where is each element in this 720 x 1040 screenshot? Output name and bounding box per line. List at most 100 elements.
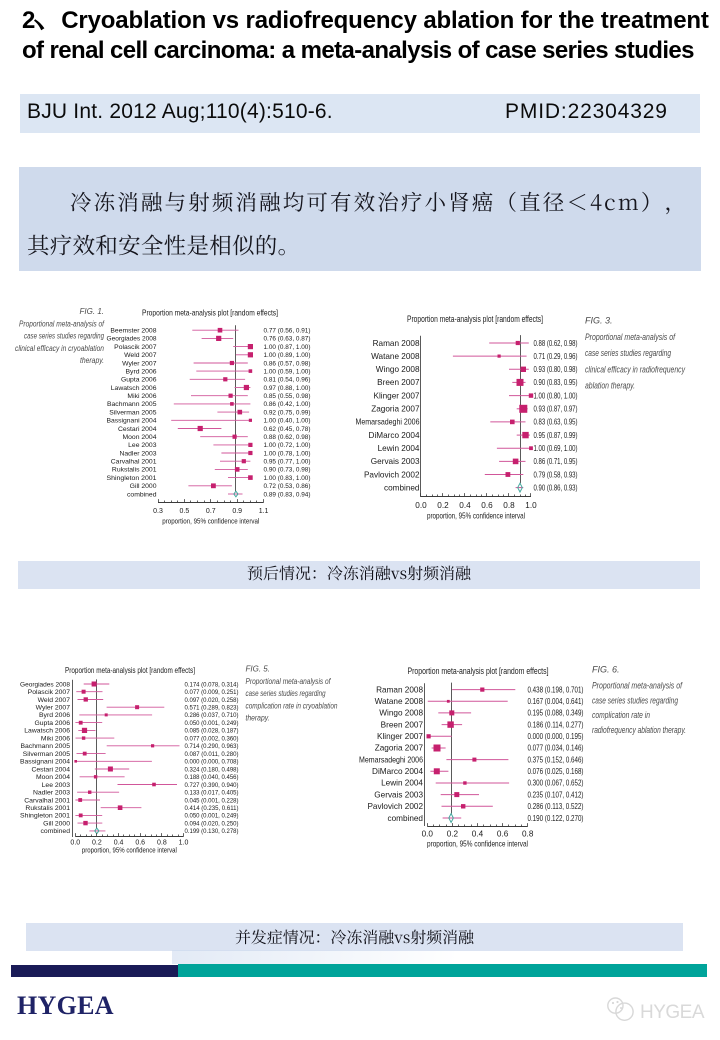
svg-text:0.190 (0.122, 0.270): 0.190 (0.122, 0.270): [528, 814, 584, 823]
svg-text:Shingleton 2001: Shingleton 2001: [20, 813, 70, 820]
svg-text:0.050 (0.001, 0.249): 0.050 (0.001, 0.249): [185, 720, 239, 727]
svg-text:0.86 (0.71, 0.95): 0.86 (0.71, 0.95): [534, 457, 578, 466]
svg-text:0.286 (0.037, 0.710): 0.286 (0.037, 0.710): [185, 712, 239, 719]
svg-text:Moon 2004: Moon 2004: [36, 774, 70, 781]
svg-text:0.4: 0.4: [472, 829, 484, 838]
svg-text:Gupta 2006: Gupta 2006: [121, 377, 157, 384]
svg-text:therapy.: therapy.: [246, 714, 270, 723]
svg-text:Wingo 2008: Wingo 2008: [376, 365, 420, 374]
svg-text:0.90 (0.86, 0.93): 0.90 (0.86, 0.93): [534, 483, 578, 492]
svg-text:0.438 (0.198, 0.701): 0.438 (0.198, 0.701): [528, 685, 584, 694]
svg-text:1.0: 1.0: [525, 501, 537, 510]
svg-text:Lewin 2004: Lewin 2004: [381, 779, 423, 788]
svg-text:0.000 (0.000, 0.195): 0.000 (0.000, 0.195): [528, 732, 584, 741]
svg-text:0.235 (0.107, 0.412): 0.235 (0.107, 0.412): [528, 790, 584, 799]
svg-text:Miki 2006: Miki 2006: [127, 393, 156, 400]
svg-text:1.00 (0.80, 1.00): 1.00 (0.80, 1.00): [534, 391, 578, 400]
svg-text:0.2: 0.2: [447, 829, 459, 838]
svg-text:Bachmann 2005: Bachmann 2005: [20, 743, 70, 750]
svg-text:0.2: 0.2: [437, 501, 449, 510]
svg-text:0.97 (0.88, 1.00): 0.97 (0.88, 1.00): [264, 385, 311, 392]
svg-text:0.93 (0.87, 0.97): 0.93 (0.87, 0.97): [534, 405, 578, 414]
svg-text:proportion, 95% confidence int: proportion, 95% confidence interval: [427, 840, 528, 849]
svg-text:0.85 (0.55, 0.98): 0.85 (0.55, 0.98): [264, 393, 311, 400]
svg-text:Georgiades 2008: Georgiades 2008: [20, 681, 70, 688]
svg-text:0.085 (0.028, 0.187): 0.085 (0.028, 0.187): [185, 728, 239, 735]
svg-text:Pavlovich 2002: Pavlovich 2002: [367, 802, 423, 811]
svg-text:case series studies regarding: case series studies regarding: [246, 689, 326, 698]
svg-text:Miki 2006: Miki 2006: [41, 735, 70, 742]
svg-text:case series studies regarding: case series studies regarding: [585, 348, 671, 358]
svg-text:complication rate in cryoablat: complication rate in cryoablation: [246, 701, 338, 710]
svg-text:Georgiades 2008: Georgiades 2008: [107, 336, 157, 343]
svg-text:Gill 2000: Gill 2000: [43, 821, 70, 828]
svg-text:0.000 (0.000, 0.708): 0.000 (0.000, 0.708): [185, 759, 239, 766]
svg-text:Wyler 2007: Wyler 2007: [122, 360, 157, 367]
svg-text:0.8: 0.8: [522, 829, 534, 838]
svg-text:0.727 (0.390, 0.940): 0.727 (0.390, 0.940): [185, 782, 239, 789]
svg-text:0.077 (0.002, 0.360): 0.077 (0.002, 0.360): [185, 735, 239, 742]
svg-text:0.094 (0.020, 0.250): 0.094 (0.020, 0.250): [185, 821, 239, 828]
svg-text:1.00 (0.89, 1.00): 1.00 (0.89, 1.00): [264, 352, 311, 359]
svg-text:Byrd 2006: Byrd 2006: [39, 712, 70, 719]
svg-text:Cestari 2004: Cestari 2004: [31, 766, 70, 773]
svg-text:Proportional meta-analysis of: Proportional meta-analysis of: [592, 681, 683, 691]
svg-text:Gervais 2003: Gervais 2003: [371, 457, 420, 466]
svg-text:therapy.: therapy.: [80, 356, 104, 365]
svg-text:Wyler 2007: Wyler 2007: [36, 705, 71, 712]
svg-text:0.89 (0.83, 0.94): 0.89 (0.83, 0.94): [264, 491, 311, 498]
svg-text:Proportion meta-analysis plot: Proportion meta-analysis plot [random ef…: [65, 665, 195, 675]
svg-text:0.4: 0.4: [459, 501, 471, 510]
svg-text:0.83 (0.63, 0.95): 0.83 (0.63, 0.95): [534, 418, 578, 427]
svg-text:Bassignani 2004: Bassignani 2004: [20, 759, 70, 766]
svg-text:FIG. 1.: FIG. 1.: [80, 307, 104, 316]
svg-text:Lawatsch 2006: Lawatsch 2006: [24, 728, 70, 735]
svg-text:0.7: 0.7: [206, 508, 216, 515]
svg-text:Zagoria 2007: Zagoria 2007: [371, 405, 420, 414]
svg-text:0.714 (0.290, 0.963): 0.714 (0.290, 0.963): [185, 743, 239, 750]
svg-text:0.2: 0.2: [92, 840, 102, 847]
svg-text:Proportion meta-analysis plot: Proportion meta-analysis plot [random ef…: [142, 308, 278, 318]
svg-text:0.300 (0.067, 0.652): 0.300 (0.067, 0.652): [528, 779, 584, 788]
svg-text:0.88 (0.62, 0.98): 0.88 (0.62, 0.98): [264, 434, 311, 441]
svg-text:Wingo 2008: Wingo 2008: [379, 709, 423, 718]
svg-text:0.76 (0.63, 0.87): 0.76 (0.63, 0.87): [264, 336, 311, 343]
svg-text:Nadler 2003: Nadler 2003: [33, 790, 70, 797]
svg-text:0.3: 0.3: [153, 508, 163, 515]
svg-text:Lee 2003: Lee 2003: [42, 782, 71, 789]
svg-text:Gill 2000: Gill 2000: [130, 483, 157, 490]
svg-text:0.9: 0.9: [232, 508, 242, 515]
svg-text:1.00 (0.78, 1.00): 1.00 (0.78, 1.00): [264, 450, 311, 457]
svg-text:Proportional meta-analysis of: Proportional meta-analysis of: [19, 320, 105, 329]
svg-text:0.076 (0.025, 0.168): 0.076 (0.025, 0.168): [528, 767, 584, 776]
svg-text:Weld 2007: Weld 2007: [124, 352, 157, 359]
svg-text:0.72 (0.53, 0.86): 0.72 (0.53, 0.86): [264, 483, 311, 490]
svg-text:Lewin 2004: Lewin 2004: [378, 444, 420, 453]
svg-text:Klinger 2007: Klinger 2007: [377, 732, 423, 741]
svg-text:0.79 (0.58, 0.93): 0.79 (0.58, 0.93): [534, 470, 578, 479]
svg-text:combined: combined: [384, 483, 420, 492]
svg-text:Memarsadeghi 2006: Memarsadeghi 2006: [359, 755, 423, 764]
svg-text:0.174 (0.078, 0.314): 0.174 (0.078, 0.314): [185, 681, 239, 688]
svg-text:0.097 (0.020, 0.258): 0.097 (0.020, 0.258): [185, 697, 239, 704]
svg-text:radiofrequency ablation therap: radiofrequency ablation therapy.: [592, 725, 686, 735]
svg-text:Silverman 2005: Silverman 2005: [23, 751, 70, 758]
svg-text:Weld 2007: Weld 2007: [38, 697, 71, 704]
svg-text:0.95 (0.77, 1.00): 0.95 (0.77, 1.00): [264, 459, 311, 466]
svg-text:Rukstalis 2001: Rukstalis 2001: [112, 467, 157, 474]
svg-text:1.00 (0.72, 1.00): 1.00 (0.72, 1.00): [264, 442, 311, 449]
svg-text:0.95 (0.87, 0.99): 0.95 (0.87, 0.99): [534, 431, 578, 440]
svg-text:FIG. 6.: FIG. 6.: [592, 665, 620, 675]
svg-text:0.199 (0.130, 0.278): 0.199 (0.130, 0.278): [185, 828, 239, 835]
svg-text:Lawatsch 2006: Lawatsch 2006: [111, 385, 157, 392]
svg-text:Bassignani 2004: Bassignani 2004: [107, 418, 157, 425]
svg-text:0.167 (0.004, 0.641): 0.167 (0.004, 0.641): [528, 697, 584, 706]
svg-text:1.00 (0.87, 1.00): 1.00 (0.87, 1.00): [264, 344, 311, 351]
svg-text:Raman 2008: Raman 2008: [376, 685, 423, 694]
svg-text:Raman 2008: Raman 2008: [373, 339, 420, 348]
svg-text:0.81 (0.54, 0.96): 0.81 (0.54, 0.96): [264, 377, 311, 384]
svg-text:0.6: 0.6: [481, 501, 493, 510]
svg-text:Breen 2007: Breen 2007: [377, 378, 420, 387]
svg-text:1.00 (0.83, 1.00): 1.00 (0.83, 1.00): [264, 475, 311, 482]
svg-text:clinical efficacy in radiofreq: clinical efficacy in radiofrequency: [585, 364, 685, 374]
